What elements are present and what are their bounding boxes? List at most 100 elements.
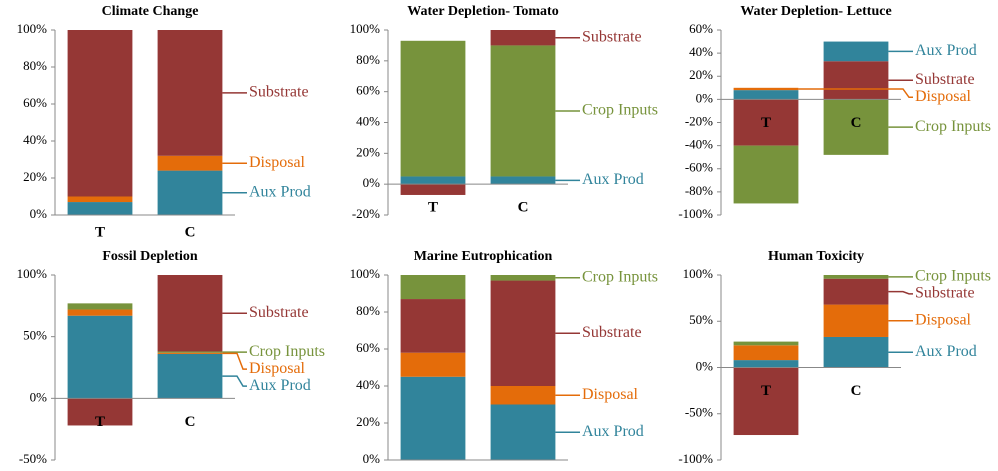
bar-segment bbox=[733, 90, 799, 100]
y-tick-label: 40% bbox=[356, 113, 380, 128]
bar-segment bbox=[733, 360, 799, 368]
legend-label: Aux Prod bbox=[915, 343, 977, 360]
x-tick-label: T bbox=[761, 115, 771, 131]
legend-label: Substrate bbox=[915, 71, 975, 88]
chart-title: Marine Eutrophication bbox=[414, 249, 553, 264]
legend-label: Disposal bbox=[249, 360, 306, 377]
bar-segment bbox=[67, 196, 133, 203]
y-tick-label: 20% bbox=[23, 169, 47, 184]
legend-label: Aux Prod bbox=[249, 183, 311, 200]
legend-label: Aux Prod bbox=[249, 377, 311, 394]
y-tick-label: 0% bbox=[363, 451, 381, 466]
bar-segment bbox=[67, 30, 133, 197]
y-tick-label: 40% bbox=[689, 44, 713, 59]
bar-segment bbox=[400, 184, 466, 195]
bar-segment bbox=[823, 278, 889, 305]
legend-label: Crop Inputs bbox=[582, 102, 658, 119]
panel: Human Toxicity -100% -50% 0% 50% 100% T C Crop I… bbox=[678, 249, 991, 466]
bar-segment bbox=[823, 41, 889, 62]
bar-segment bbox=[400, 176, 466, 185]
bar-segment bbox=[157, 275, 223, 352]
legend-label: Substrate bbox=[915, 285, 975, 302]
y-tick-label: 80% bbox=[356, 52, 380, 67]
bar-segment bbox=[157, 170, 223, 215]
bar-segment bbox=[67, 202, 133, 215]
leader-line bbox=[798, 88, 913, 99]
bar-segment bbox=[823, 99, 889, 155]
x-tick-label: C bbox=[518, 469, 529, 471]
bar-segment bbox=[733, 341, 799, 346]
chart-title: Water Depletion- Tomato bbox=[407, 4, 558, 19]
legend-label: Crop Inputs bbox=[915, 268, 991, 285]
legend-label: Substrate bbox=[582, 28, 642, 45]
y-tick-label: -100% bbox=[678, 206, 713, 221]
y-tick-label: -50% bbox=[19, 451, 47, 466]
legend-label: Substrate bbox=[249, 84, 309, 101]
bar-segment bbox=[157, 353, 223, 399]
bar-segment bbox=[823, 304, 889, 337]
bar-segment bbox=[733, 367, 799, 436]
x-tick-label: C bbox=[851, 115, 862, 131]
bar-segment bbox=[400, 40, 466, 177]
y-tick-label: 0% bbox=[363, 175, 381, 190]
bar-segment bbox=[733, 99, 799, 146]
y-tick-label: -80% bbox=[685, 183, 713, 198]
y-tick-label: 0% bbox=[696, 358, 714, 373]
x-tick-label: C bbox=[185, 224, 196, 240]
bar-segment bbox=[400, 299, 466, 353]
bar-segment bbox=[400, 352, 466, 377]
y-tick-label: -20% bbox=[352, 206, 380, 221]
bar-segment bbox=[67, 309, 133, 316]
x-tick-label: T bbox=[428, 469, 438, 471]
y-tick-label: 60% bbox=[689, 21, 713, 36]
x-tick-label: T bbox=[95, 414, 105, 430]
y-tick-label: 100% bbox=[350, 21, 381, 36]
y-tick-label: 20% bbox=[356, 414, 380, 429]
bar-segment bbox=[490, 404, 556, 460]
y-tick-label: -20% bbox=[685, 113, 713, 128]
bar-segment bbox=[67, 303, 133, 310]
x-tick-label: T bbox=[95, 224, 105, 240]
y-tick-label: 0% bbox=[696, 90, 714, 105]
y-tick-label: 0% bbox=[30, 389, 48, 404]
bar-segment bbox=[67, 315, 133, 399]
bar-segment bbox=[490, 275, 556, 281]
bar-segment bbox=[733, 145, 799, 204]
bar-segment bbox=[157, 30, 223, 156]
bar-segment bbox=[67, 398, 133, 426]
y-tick-label: 80% bbox=[356, 303, 380, 318]
legend-label: Substrate bbox=[582, 324, 642, 341]
legend-label: Disposal bbox=[249, 154, 306, 171]
y-tick-label: -100% bbox=[678, 451, 713, 466]
x-tick-label: C bbox=[518, 200, 529, 216]
panel: Climate Change 0% 20% 40% 60% 80% 100% T C Substr… bbox=[17, 4, 311, 240]
bar-segment bbox=[823, 61, 889, 100]
x-tick-label: T bbox=[428, 200, 438, 216]
bar-segment bbox=[490, 45, 556, 177]
legend-label: Disposal bbox=[582, 386, 639, 403]
y-tick-label: 40% bbox=[23, 132, 47, 147]
y-tick-label: 100% bbox=[17, 266, 48, 281]
bar-segment bbox=[490, 30, 556, 46]
y-tick-label: -40% bbox=[685, 137, 713, 152]
bar-segment bbox=[490, 386, 556, 405]
x-tick-label: C bbox=[185, 414, 196, 430]
y-tick-label: 100% bbox=[683, 266, 714, 281]
legend-label: Disposal bbox=[915, 311, 972, 328]
bar-segment bbox=[157, 351, 223, 353]
legend-label: Aux Prod bbox=[582, 423, 644, 440]
legend-label: Aux Prod bbox=[915, 42, 977, 59]
x-tick-label: T bbox=[761, 383, 771, 399]
chart-title: Human Toxicity bbox=[768, 249, 864, 264]
bar-segment bbox=[490, 176, 556, 185]
y-tick-label: -60% bbox=[685, 160, 713, 175]
bar-segment bbox=[490, 280, 556, 386]
legend-label: Aux Prod bbox=[582, 171, 644, 188]
legend-label: Crop Inputs bbox=[915, 118, 991, 135]
legend-label: Substrate bbox=[249, 304, 309, 321]
leader-line bbox=[888, 290, 913, 295]
legend-label: Crop Inputs bbox=[249, 343, 325, 360]
bar-segment bbox=[823, 275, 889, 279]
panel: Marine Eutrophication 0% 20% 40% 60% 80% 100% T… bbox=[350, 249, 658, 471]
